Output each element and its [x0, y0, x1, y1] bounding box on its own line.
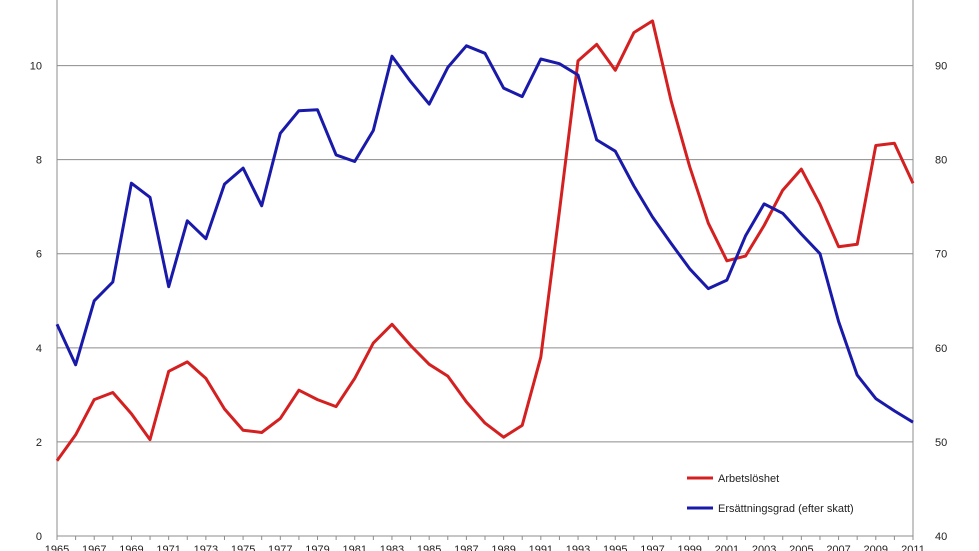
x-tick-label: 1979	[305, 544, 329, 551]
x-tick-label: 1995	[603, 544, 627, 551]
x-tick-label: 1997	[640, 544, 664, 551]
x-tick-label: 1965	[45, 544, 69, 551]
right-tick-label: 80	[935, 155, 947, 167]
x-tick-label: 1999	[677, 544, 701, 551]
left-axis-ticks: 0 2 4 6 8 10	[30, 61, 42, 543]
series-line-1	[55, 44, 914, 424]
series-line-0	[55, 19, 915, 462]
right-tick-label: 40	[935, 531, 947, 543]
x-tick-label: 1969	[119, 544, 143, 551]
left-tick-label: 0	[36, 531, 42, 543]
left-tick-label: 6	[36, 249, 42, 261]
x-tick-label: 1989	[491, 544, 515, 551]
x-tick-label: 2007	[826, 544, 850, 551]
x-tick-label: 1983	[380, 544, 404, 551]
legend-label-arbetsloshet: Arbetslöshet	[718, 473, 779, 485]
right-axis-ticks: 40 50 60 70 80 90	[935, 61, 947, 543]
x-tick-label: 2001	[715, 544, 739, 551]
x-tick-label: 2011	[901, 544, 925, 551]
x-tick-label: 1973	[194, 544, 218, 551]
x-axis-ticks: 1965 1967 1969 1971 1973 1975 1977 1979 1981 1983…	[45, 536, 925, 551]
legend: Arbetslöshet Ersättningsgrad (efter skat…	[687, 473, 854, 515]
x-tick-label: 1981	[342, 544, 366, 551]
x-tick-label: 1967	[82, 544, 106, 551]
right-tick-label: 70	[935, 249, 947, 261]
x-tick-label: 1975	[231, 544, 255, 551]
left-tick-label: 2	[36, 437, 42, 449]
grid-lines	[56, 0, 914, 537]
right-tick-label: 60	[935, 343, 947, 355]
left-tick-label: 8	[36, 155, 42, 167]
x-tick-label: 2003	[752, 544, 776, 551]
right-tick-label: 90	[935, 61, 947, 73]
series-group	[55, 19, 915, 462]
x-tick-label: 1991	[529, 544, 553, 551]
right-tick-label: 50	[935, 437, 947, 449]
x-tick-label: 1971	[156, 544, 180, 551]
x-tick-label: 1987	[454, 544, 478, 551]
x-tick-label: 2005	[789, 544, 813, 551]
legend-label-ersattningsgrad: Ersättningsgrad (efter skatt)	[718, 503, 854, 515]
x-tick-label: 1977	[268, 544, 292, 551]
left-tick-label: 4	[36, 343, 42, 355]
x-tick-label: 2009	[864, 544, 888, 551]
x-tick-label: 1993	[566, 544, 590, 551]
left-tick-label: 10	[30, 61, 42, 73]
x-tick-label: 1985	[417, 544, 441, 551]
